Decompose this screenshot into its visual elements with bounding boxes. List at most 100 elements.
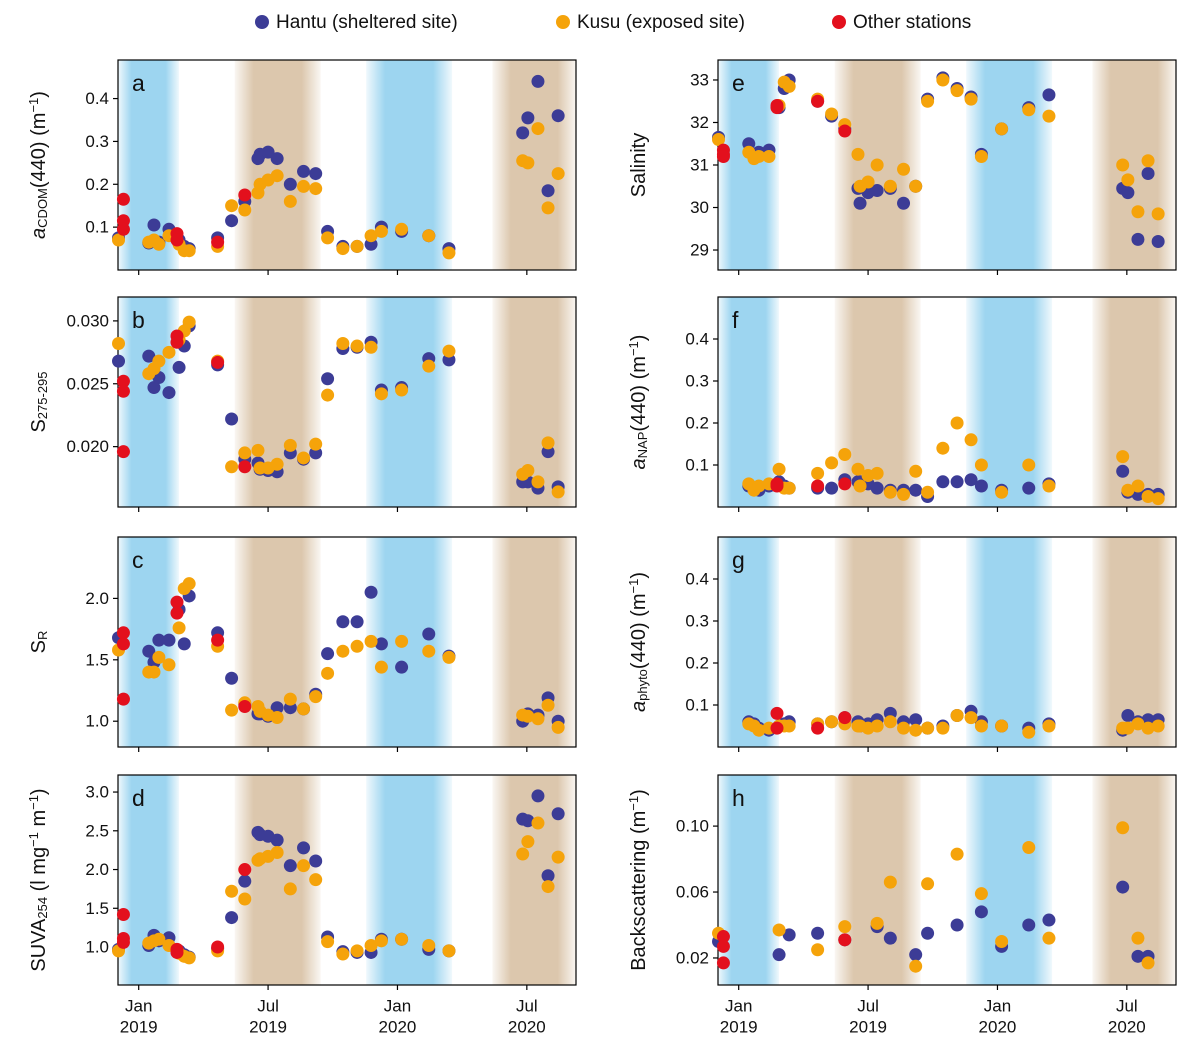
point [782, 928, 796, 942]
point [162, 658, 176, 672]
point [270, 833, 284, 847]
point [995, 485, 1009, 499]
point [851, 147, 865, 161]
y-axis-label-part: ) [628, 789, 650, 796]
point [1121, 721, 1135, 735]
point [870, 719, 884, 733]
point [1141, 167, 1155, 181]
point [782, 719, 796, 733]
point [1022, 103, 1036, 117]
point [309, 437, 323, 451]
point [270, 845, 284, 859]
point [1141, 721, 1155, 735]
y-tick-label: 1.0 [85, 938, 109, 957]
point [551, 720, 565, 734]
point [551, 109, 565, 123]
point [152, 650, 166, 664]
point [950, 918, 964, 932]
point [811, 926, 825, 940]
point [825, 715, 839, 729]
point [521, 156, 535, 170]
point [297, 859, 311, 873]
point [1121, 186, 1135, 200]
season-band [366, 775, 453, 985]
point [270, 169, 284, 183]
point [1042, 931, 1056, 945]
y-axis-label-part: SUVA [28, 918, 50, 972]
point [811, 943, 825, 957]
panel-label: f [732, 307, 739, 333]
point [870, 184, 884, 198]
y-axis-label-part: R [35, 631, 50, 640]
point [336, 337, 350, 351]
point [297, 179, 311, 193]
y-axis-label-part: −1 [626, 579, 641, 594]
point [782, 481, 796, 495]
point [521, 111, 535, 125]
point [336, 644, 350, 658]
point [921, 877, 935, 891]
point [541, 201, 555, 215]
y-tick-label: 2.0 [85, 589, 109, 608]
point [336, 242, 350, 256]
point [321, 647, 335, 661]
point [283, 194, 297, 208]
y-axis-label-part: ) [628, 572, 650, 579]
point [782, 79, 796, 93]
point [752, 149, 766, 163]
point [770, 721, 784, 735]
season-band [718, 537, 780, 747]
point [770, 706, 784, 720]
y-axis-label-part: (440) (m [628, 356, 650, 432]
point [1121, 709, 1135, 722]
point [1131, 949, 1145, 963]
point [541, 184, 555, 198]
y-axis-label-part: 254 [35, 897, 50, 919]
point [211, 633, 225, 647]
plot-frame [717, 774, 1177, 986]
point [1022, 481, 1036, 495]
point [1151, 492, 1165, 506]
season-band [492, 775, 576, 985]
point [883, 715, 897, 729]
point [936, 441, 950, 455]
point [716, 930, 730, 944]
season-band [118, 775, 180, 985]
point [297, 841, 311, 855]
x-tick-label: Jul [857, 996, 879, 1015]
x-tick-label: 2019 [849, 1017, 887, 1036]
point [116, 907, 130, 921]
point [1022, 841, 1036, 855]
season-band [492, 60, 576, 270]
point [541, 698, 555, 712]
plot-frame [717, 296, 1177, 508]
y-axis-label: Backscattering (m−1) [626, 789, 650, 971]
y-tick-label: 1.5 [85, 650, 109, 669]
y-axis-label: Salinity [628, 133, 650, 197]
y-axis-label-part: S [28, 640, 50, 653]
point [142, 349, 156, 363]
point [364, 340, 378, 354]
y-tick-label: 0.020 [66, 437, 109, 456]
plot-frame [117, 296, 577, 508]
y-tick-label: 33 [690, 70, 709, 89]
point [395, 383, 409, 397]
point [395, 932, 409, 946]
point [521, 835, 535, 849]
y-axis-label-part: a [628, 701, 650, 712]
point [152, 237, 166, 251]
point [541, 880, 555, 894]
point [270, 457, 284, 471]
point [336, 947, 350, 961]
y-tick-label: 0.025 [66, 374, 109, 393]
point [350, 615, 364, 629]
y-axis-label-part: −1 [26, 832, 41, 847]
season-band [966, 537, 1053, 747]
point [225, 199, 239, 213]
point [395, 634, 409, 648]
point [1141, 154, 1155, 168]
season-band [718, 297, 780, 507]
point [182, 244, 196, 258]
point [182, 951, 196, 965]
point [225, 412, 239, 426]
